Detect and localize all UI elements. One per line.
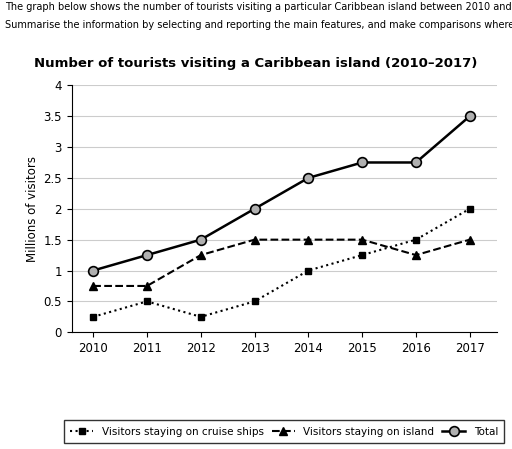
Y-axis label: Millions of visitors: Millions of visitors (26, 156, 39, 262)
Text: Summarise the information by selecting and reporting the main features, and make: Summarise the information by selecting a… (5, 20, 512, 30)
Legend: Visitors staying on cruise ships, Visitors staying on island, Total: Visitors staying on cruise ships, Visito… (64, 420, 504, 443)
Text: The graph below shows the number of tourists visiting a particular Caribbean isl: The graph below shows the number of tour… (5, 2, 512, 12)
Text: Number of tourists visiting a Caribbean island (2010–2017): Number of tourists visiting a Caribbean … (34, 57, 478, 70)
